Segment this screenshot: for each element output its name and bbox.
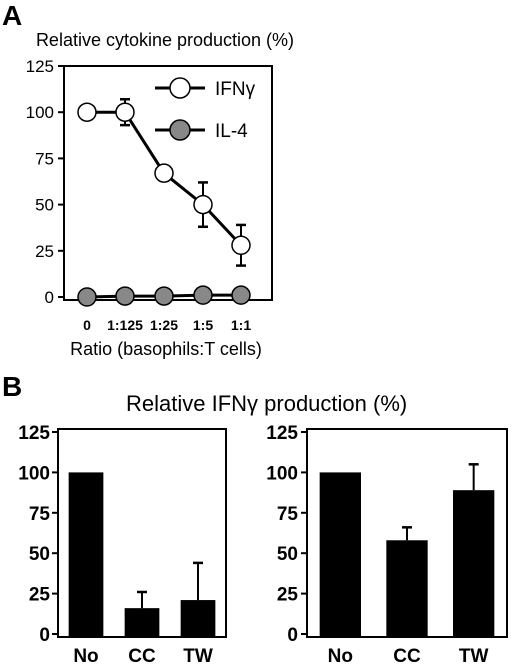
il4-point <box>115 286 135 306</box>
chart-b-right-ytick-label: 0 <box>287 625 298 646</box>
chart-a-xtick-label: 1:25 <box>150 317 178 333</box>
chart-b-left-ytick-label: 100 <box>18 463 50 484</box>
chart-a-ytick-label: 25 <box>35 242 54 261</box>
chart-b-left-xtick-label: TW <box>183 646 213 667</box>
ifng-point <box>115 102 135 122</box>
chart-b-right-xtick-label: No <box>328 646 353 667</box>
chart-b-right-ytick-label: 25 <box>277 585 299 606</box>
chart-a-ytick-label: 100 <box>26 103 54 122</box>
ifng-point <box>231 235 251 256</box>
chart-b-left-ytick-label: 0 <box>39 625 50 646</box>
chart-b-right-ytick-label: 50 <box>277 544 298 565</box>
chart-b-left-bar <box>180 600 216 636</box>
chart-b-left-ytick-label: 75 <box>29 504 51 525</box>
chart-a-xlabel: Ratio (basophils:T cells) <box>70 339 262 359</box>
panel-b-title: Relative IFNγ production (%) <box>126 391 408 416</box>
chart-b-right-bar <box>319 472 361 636</box>
chart-a-ytick-label: 75 <box>35 149 54 168</box>
il4-point <box>193 285 213 305</box>
chart-a-xtick-label: 1:1 <box>231 317 251 333</box>
chart-b-left-ytick-label: 25 <box>29 585 51 606</box>
chart-a-ytick-label: 125 <box>26 57 54 76</box>
chart-b-left-frame <box>57 428 227 638</box>
chart-b-left-bar <box>124 608 160 636</box>
ifng-point <box>193 194 213 215</box>
panel-b-label: B <box>2 371 23 402</box>
chart-b-right-frame <box>306 428 508 638</box>
legend-marker <box>169 77 191 99</box>
chart-a-xtick-label: 1:5 <box>193 317 213 333</box>
chart-b-right-ytick-label: 100 <box>266 463 298 484</box>
chart-b-right-xtick-label: TW <box>459 646 489 667</box>
chart-a-xtick-label: 0 <box>83 317 91 333</box>
chart-a-title: Relative cytokine production (%) <box>36 30 294 50</box>
legend-marker <box>169 119 191 141</box>
chart-b-left-ytick-label: 50 <box>29 544 50 565</box>
chart-b-right-bar <box>386 540 428 636</box>
chart-b-right-ytick-label: 125 <box>266 423 298 444</box>
chart-a-xtick-label: 1:125 <box>107 317 143 333</box>
chart-b-left-ytick-label: 125 <box>18 423 50 444</box>
chart-b-right-ytick-label: 75 <box>277 504 299 525</box>
chart-b-right-xtick-label: CC <box>393 646 421 667</box>
ifng-point <box>77 102 97 122</box>
chart-a-ytick-label: 0 <box>45 288 54 307</box>
ifng-point <box>154 163 174 183</box>
chart-a-frame <box>63 65 273 301</box>
panel-a-label: A <box>2 0 23 31</box>
legend-label: IFNγ <box>215 79 256 100</box>
chart-b-left-xtick-label: CC <box>128 646 156 667</box>
legend-label: IL-4 <box>215 121 248 142</box>
chart-b-left-xtick-label: No <box>73 646 98 667</box>
il4-point <box>77 287 97 307</box>
il4-point <box>154 286 174 306</box>
chart-a-ytick-label: 50 <box>35 196 54 215</box>
il4-point <box>231 285 251 305</box>
chart-b-right-bar <box>453 490 495 636</box>
chart-b-left-bar <box>68 472 104 636</box>
